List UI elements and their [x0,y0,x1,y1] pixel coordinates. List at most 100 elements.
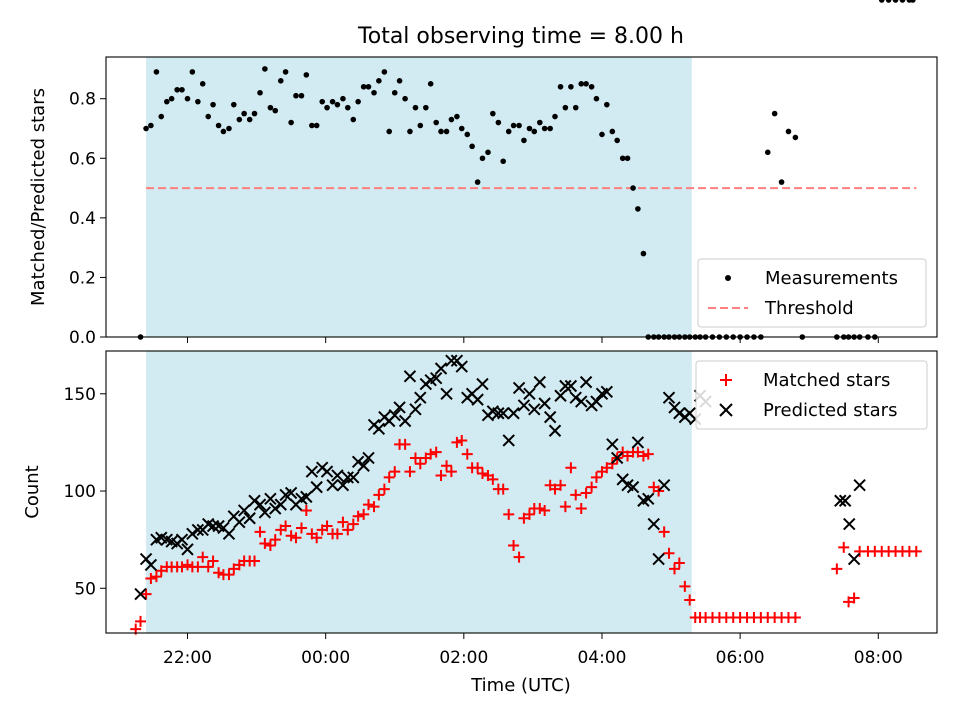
matched-point [518,512,530,524]
matched-point [337,516,349,528]
predicted-point [429,372,443,385]
measurement-point [510,122,517,129]
predicted-point [533,375,547,389]
matched-point [586,481,598,493]
matched-point [202,561,214,573]
measurement-point [412,104,419,111]
measurement-point [417,122,424,129]
predicted-point [388,408,401,422]
measurement-point [433,119,439,126]
predicted-point [626,480,640,494]
measurement-point [371,89,377,96]
predicted-point [222,527,236,541]
measurement-point [246,116,253,123]
measurement-point [764,149,771,156]
measurement-point [541,125,548,132]
measurement-point [174,86,180,93]
matched-point [663,547,675,559]
predicted-point [496,407,510,420]
bottom-axes-frame [105,350,938,634]
bottom-xtick-label: 00:00 [301,648,350,668]
measurement-point [282,69,289,75]
predicted-point [233,515,246,529]
top-legend-box [697,258,927,328]
matched-point [368,501,380,513]
matched-point [414,458,426,470]
matched-point [461,448,473,460]
measurement-point [438,128,444,135]
measurement-point [386,128,393,135]
matched-point [223,569,235,581]
top-axes-frame [105,56,938,338]
chart-title: Total observing time = 8.00 h [357,24,684,49]
legend-measurements-marker [725,275,731,281]
bottom-xtick-label: 08:00 [854,648,903,668]
bottom-ytick-label: 100 [64,482,96,502]
predicted-point [543,410,557,424]
top-ytick-label: 0.6 [69,149,96,169]
predicted-point [579,375,593,389]
predicted-point [331,469,344,482]
predicted-point [838,494,852,507]
measurement-point [640,250,647,257]
measurement-point [313,122,320,129]
measurement-point [479,155,486,162]
measurement-point [892,0,899,3]
measurement-point [771,110,778,117]
measurement-point [381,69,388,75]
matched-point [383,471,395,483]
measurement-point [340,95,346,102]
legend-predicted-label: Predicted stars [763,400,897,421]
matched-point [197,551,209,563]
bottom-xtick-label: 22:00 [163,648,212,668]
measurement-point [148,122,154,129]
measurement-point [521,137,527,144]
bottom-legend: Matched stars Predicted stars [695,360,928,430]
measurement-point [329,98,336,105]
predicted-point [186,527,199,541]
matched-point [409,452,421,464]
bottom-legend-box [695,360,928,430]
top-panel: 0.00.20.40.60.8 Matched/Predicted stars … [28,0,938,348]
measurement-point [334,101,341,108]
matched-point [389,466,401,478]
predicted-point [843,517,856,531]
matched-point [632,446,644,458]
matched-point [642,448,654,460]
measurement-point [189,69,196,75]
predicted-point [657,478,671,492]
measurement-point [309,122,315,129]
matched-point [213,567,225,579]
matched-point [228,563,240,575]
predicted-point [181,543,194,556]
legend-measurements-label: Measurements [765,268,898,289]
bottom-observing-span-rect [146,351,692,633]
measurement-point [262,66,268,72]
predicted-point [248,494,261,507]
predicted-point [673,407,686,420]
measurement-point [500,158,506,165]
bottom-xtick-label: 04:00 [577,648,626,668]
measurement-point [344,104,351,111]
measurement-point [199,81,206,87]
matched-point [430,446,442,458]
matched-point [352,510,364,522]
matched-point [300,504,312,516]
predicted-point [538,397,551,410]
legend-predicted-marker [719,403,733,417]
predicted-point [440,387,453,400]
measurement-point [885,0,892,3]
bottom-x-axis-label: Time (UTC) [470,675,571,696]
matched-point [534,503,546,515]
measurement-point [448,116,455,123]
predicted-point [341,471,354,484]
legend-matched-label: Matched stars [763,370,890,391]
measurement-point [277,78,284,84]
predicted-point [507,407,520,420]
predicted-point [834,494,847,507]
measurement-point [910,0,916,3]
measurement-point [396,78,403,84]
predicted-point [347,471,360,484]
measurement-point [557,83,564,90]
matched-point [404,466,416,478]
